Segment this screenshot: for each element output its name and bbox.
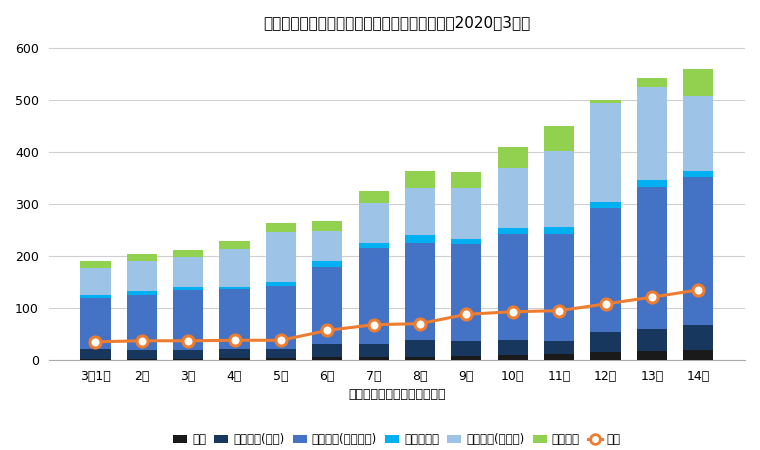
Bar [498,340,528,355]
Bar [405,171,435,188]
Bar [637,329,667,351]
Bar [498,355,528,360]
Bar [266,282,296,286]
Bar [451,341,482,356]
Bar [591,103,621,202]
Bar [312,221,342,231]
Bar [544,226,575,234]
Bar [451,171,482,188]
Bar [173,290,203,350]
Bar [498,234,528,340]
Bar [359,191,389,202]
Bar [683,350,714,360]
Bar [220,287,249,289]
Bar [220,349,249,359]
Bar [127,261,157,291]
Bar [683,96,714,171]
Bar [312,261,342,266]
Bar [591,333,621,352]
Bar [266,359,296,360]
Bar [312,231,342,261]
Bar [359,243,389,248]
Bar [451,188,482,239]
Bar [544,354,575,360]
Bar [637,78,667,87]
Bar [405,235,435,243]
Bar [359,202,389,243]
Bar [220,249,249,287]
Bar [591,208,621,333]
Legend: 死者, 入院患者(重度), 入院患者(小～中度), 入院待機中, 入院患者(確認中), 無症状者, 退院: 死者, 入院患者(重度), 入院患者(小～中度), 入院待機中, 入院患者(確認… [169,428,625,450]
Title: 新型コロナウイルスの日本国内での感染者数【2020年3月】: 新型コロナウイルスの日本国内での感染者数【2020年3月】 [263,15,530,30]
Bar [544,126,575,151]
Bar [81,261,110,268]
Bar [683,171,714,177]
Bar [451,238,482,244]
Bar [544,234,575,341]
Bar [312,344,342,357]
Bar [451,244,482,341]
Bar [683,69,714,96]
Bar [359,248,389,344]
Bar [266,232,296,282]
Bar [127,253,157,261]
Bar [173,350,203,359]
Bar [312,266,342,344]
Bar [451,356,482,360]
Bar [266,349,296,359]
Bar [173,287,203,290]
Bar [220,241,249,249]
Bar [173,257,203,287]
Bar [127,350,157,359]
Bar [544,151,575,226]
Bar [312,357,342,360]
Bar [359,357,389,360]
Bar [81,349,110,359]
Bar [81,295,110,298]
X-axis label: 国内での発症が確認された者: 国内での発症が確認された者 [348,388,445,401]
Bar [127,359,157,360]
Bar [81,359,110,360]
Bar [544,341,575,354]
Bar [637,187,667,329]
Bar [498,168,528,228]
Bar [498,228,528,234]
Bar [173,250,203,257]
Bar [81,268,110,295]
Bar [498,147,528,168]
Bar [405,340,435,357]
Bar [591,202,621,208]
Bar [266,286,296,349]
Bar [173,359,203,360]
Bar [405,357,435,360]
Bar [637,351,667,360]
Bar [359,344,389,357]
Bar [127,295,157,350]
Bar [637,87,667,180]
Bar [591,352,621,360]
Bar [683,177,714,325]
Bar [591,100,621,103]
Bar [127,291,157,295]
Bar [637,180,667,187]
Bar [683,325,714,350]
Bar [266,224,296,232]
Bar [405,188,435,235]
Bar [220,289,249,349]
Bar [81,298,110,349]
Bar [405,243,435,340]
Bar [220,359,249,360]
